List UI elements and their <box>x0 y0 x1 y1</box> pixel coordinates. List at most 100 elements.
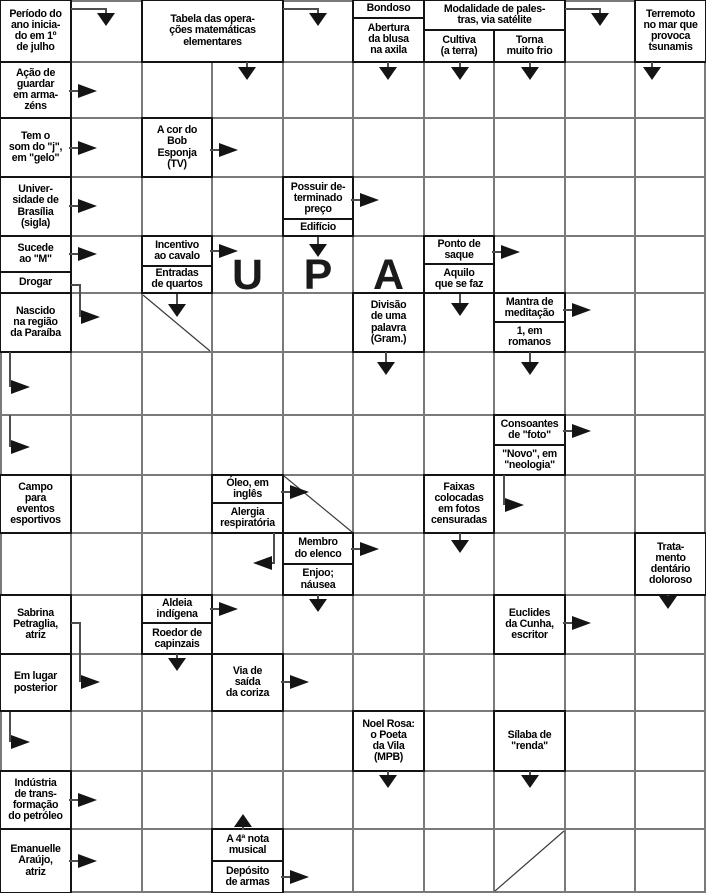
arrow-bent-row7-stem <box>9 415 11 447</box>
clue-temosom-text: Tem o som do "j", em "gelo" <box>8 129 63 164</box>
grid-line <box>141 0 143 893</box>
clue-oleo: Óleo, em inglês Alergia respiratória <box>211 474 284 534</box>
arrow-bent-nascido <box>10 380 30 394</box>
clue-unb: Univer-sidade de Brasília (sigla) <box>0 176 72 237</box>
clue-faixas-text: Faixas colocadas em fotos censuradas <box>431 480 487 527</box>
clue-consoantes-text: Consoantes de "foto" <box>500 417 559 441</box>
arrow-right-acao-stem <box>69 90 79 92</box>
clue-modalidade: Modalidade de pales-tras, via satélite <box>423 0 566 31</box>
arrow-down-noelrosa-stem <box>387 771 389 775</box>
arrow-down-divisao-stem <box>385 352 387 362</box>
arrow-right-consoantes-stem <box>563 430 573 432</box>
clue-torna-text: Torna muito frio <box>506 33 553 57</box>
arrow-right-acao <box>77 84 97 98</box>
arrow-right-viadesaida <box>289 675 309 689</box>
arrow-down-modalidade-stem <box>599 8 601 14</box>
diagonal-dead-cell-3 <box>494 830 565 892</box>
grid-line <box>0 653 706 655</box>
arrow-down-roedor-stem <box>176 654 178 658</box>
clue-nota-text: Depósito de armas <box>213 860 282 892</box>
clue-bondoso: Bondoso Abertura da blusa na axila <box>352 0 425 63</box>
arrow-down-tabela-c3-stem <box>246 62 248 68</box>
arrow-right-membro-stem <box>351 548 361 550</box>
arrow-right-sucede <box>77 247 97 261</box>
clue-nascido-text: Nascido na região da Paraíba <box>10 304 61 339</box>
clue-noelrosa: Noel Rosa: o Poeta da Vila (MPB) <box>352 710 425 772</box>
clue-cultiva-text: Cultiva (a terra) <box>440 33 478 57</box>
arrow-bent-novo-stem <box>503 475 505 505</box>
arrow-right-emanuelle-stem <box>69 860 79 862</box>
arrow-bent-nascido-stem <box>9 352 11 387</box>
clue-noelrosa-text: Noel Rosa: o Poeta da Vila (MPB) <box>362 717 415 764</box>
arrow-right-temosom-stem <box>69 147 79 149</box>
arrow-right-emanuelle <box>77 854 97 868</box>
arrow-down-periodo <box>97 12 115 26</box>
grid-line <box>70 0 72 893</box>
arrow-right-bobesponja-stem <box>210 149 220 151</box>
arrow-down-tabela-c4-stem <box>317 8 319 14</box>
clue-bobesponja: A cor do Bob Esponja (TV) <box>141 117 213 178</box>
arrow-down-romanos-stem <box>529 352 531 362</box>
arrow-bent-row12 <box>10 735 30 749</box>
arrow-right-aldeia-stem <box>210 608 220 610</box>
clue-aldeia-text: Aldeia indígena <box>156 597 198 621</box>
arrow-right-aldeia <box>218 602 238 616</box>
arrow-down-noelrosa <box>379 774 397 788</box>
clue-emlugar-text: Em lugar posterior <box>13 670 58 694</box>
clue-campo-text: Campo para eventos esportivos <box>10 480 61 527</box>
arrow-bent-sabrina-stem <box>71 622 80 624</box>
clue-sucede-text: Sucede ao "M" <box>17 242 54 266</box>
clue-periodo: Período do ano inicia-do em 1º de julho <box>0 0 72 63</box>
arrow-bent-drogar <box>80 310 100 324</box>
clue-consoantes-text: "Novo", em "neologia" <box>495 444 564 474</box>
arrow-bent-drogar-stem <box>71 284 80 286</box>
grid-line <box>282 0 284 893</box>
arrow-down-terremoto-stem <box>651 62 653 68</box>
arrow-down-modalidade <box>591 12 609 26</box>
arrow-right-mantra <box>571 303 591 317</box>
grid-line <box>211 0 213 893</box>
arrow-down-cultiva-stem <box>459 62 461 68</box>
clue-incentivo-text: Incentivo ao cavalo <box>154 238 200 262</box>
grid-line <box>0 891 706 893</box>
clue-temosom: Tem o som do "j", em "gelo" <box>0 117 72 178</box>
arrow-right-bobesponja <box>218 143 238 157</box>
arrow-bent-sabrina-stem <box>79 622 81 682</box>
clue-industria-text: Indústria de trans-formação do petróleo <box>8 776 63 823</box>
clue-emanuelle-text: Emanuelle Araújo, atriz <box>10 843 61 878</box>
arrow-right-oleo <box>289 485 309 499</box>
arrow-down-divisao <box>377 361 395 375</box>
clue-sucede: Sucede ao "M" Drogar <box>0 235 72 294</box>
clue-torna: Torna muito frio <box>493 29 566 63</box>
arrow-down-abertura <box>379 66 397 80</box>
arrow-down-edificio <box>309 243 327 257</box>
grid-line <box>0 0 2 893</box>
arrow-down-tabela-c4-stem <box>283 8 318 10</box>
arrow-down-tabela-c3 <box>238 66 256 80</box>
clue-emanuelle: Emanuelle Araújo, atriz <box>0 828 72 893</box>
clue-silaba-text: Sílaba de "renda" <box>507 728 552 752</box>
clue-faixas: Faixas colocadas em fotos censuradas <box>423 474 495 534</box>
clue-sabrina-text: Sabrina Petraglia, atriz <box>13 606 58 641</box>
clue-bondoso-text: Abertura da blusa na axila <box>354 16 423 61</box>
arrow-right-temosom <box>77 141 97 155</box>
clue-divisao: Divisão de uma palavra (Gram.) <box>352 292 425 353</box>
arrow-right-viadesaida-stem <box>281 681 291 683</box>
arrow-down-torna-stem <box>529 62 531 68</box>
clue-tabela: Tabela das opera-ções matemáticas element… <box>141 0 284 63</box>
grid-line <box>0 828 706 830</box>
arrow-down-tabela-c4 <box>309 12 327 26</box>
clue-ponto: Ponto de saque Aquilo que se faz <box>423 235 495 294</box>
clue-nascido: Nascido na região da Paraíba <box>0 292 72 353</box>
clue-unb-text: Univer-sidade de Brasília (sigla) <box>12 183 59 229</box>
clue-viadesaida: Via de saída da coriza <box>211 653 284 712</box>
clue-oleo-text: Óleo, em inglês <box>226 477 269 501</box>
clue-incentivo-text: Entradas de quartos <box>143 264 211 292</box>
arrow-down-edificio-stem <box>317 237 319 245</box>
clue-tratamento: Trata-mento dentário doloroso <box>634 532 706 596</box>
arrow-down-romanos <box>521 361 539 375</box>
arrow-up-nota-stem <box>242 826 244 830</box>
clue-sucede-text: Drogar <box>1 271 70 292</box>
